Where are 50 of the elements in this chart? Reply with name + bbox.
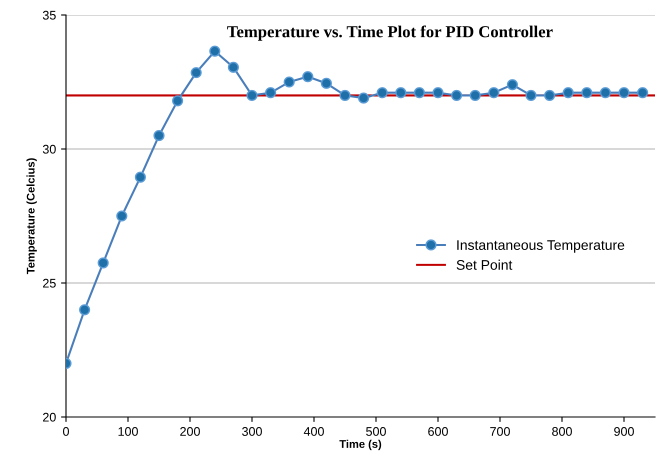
point: [209, 46, 220, 57]
point: [116, 210, 128, 222]
legend-label: Instantaneous Temperature: [457, 240, 624, 253]
point: [358, 92, 370, 104]
y-tick-label: 25: [43, 278, 56, 288]
x-tick-label: 400: [304, 427, 324, 436]
point: [600, 87, 611, 98]
point: [432, 87, 444, 98]
y-tick-label: 35: [42, 10, 56, 20]
point: [246, 90, 258, 101]
point: [153, 130, 165, 142]
x-tick-label: 100: [118, 427, 138, 436]
x-tick-label: 700: [490, 427, 510, 436]
point: [302, 71, 314, 82]
point: [376, 87, 388, 98]
point: [470, 90, 481, 101]
point: [284, 76, 295, 88]
y-tick-label: 30: [42, 144, 56, 154]
point: [618, 87, 630, 98]
point: [320, 78, 332, 89]
point: [525, 90, 537, 101]
text: Temperature vs. Time Plot for PID Controller: [227, 25, 553, 41]
point: [98, 257, 109, 268]
y-tick-label: 20: [43, 412, 56, 422]
point: [506, 79, 518, 90]
point: [228, 62, 239, 73]
point: [414, 87, 425, 98]
x-tick-label: 800: [552, 427, 572, 436]
point: [637, 87, 648, 98]
point: [79, 304, 90, 316]
x-tick-label: 600: [428, 427, 448, 436]
point: [339, 90, 351, 101]
point: [544, 90, 556, 101]
x-tick-label: 300: [242, 427, 262, 436]
x-tick-label: 0: [63, 427, 69, 436]
legend-label: Set Point: [456, 260, 512, 270]
point: [395, 87, 406, 98]
point: [488, 87, 500, 98]
x-tick-label: 500: [366, 427, 386, 436]
x-tick-label: 900: [614, 427, 634, 436]
point: [451, 90, 462, 101]
x-tick-label: 200: [180, 427, 200, 436]
point: [581, 87, 592, 98]
x-axis-title: Time (s): [339, 440, 382, 450]
point: [134, 172, 146, 183]
y-axis-title: Temperature (Celcius): [26, 158, 37, 274]
point: [172, 95, 184, 106]
point: [562, 87, 574, 98]
point: [265, 87, 276, 98]
point: [190, 67, 202, 78]
